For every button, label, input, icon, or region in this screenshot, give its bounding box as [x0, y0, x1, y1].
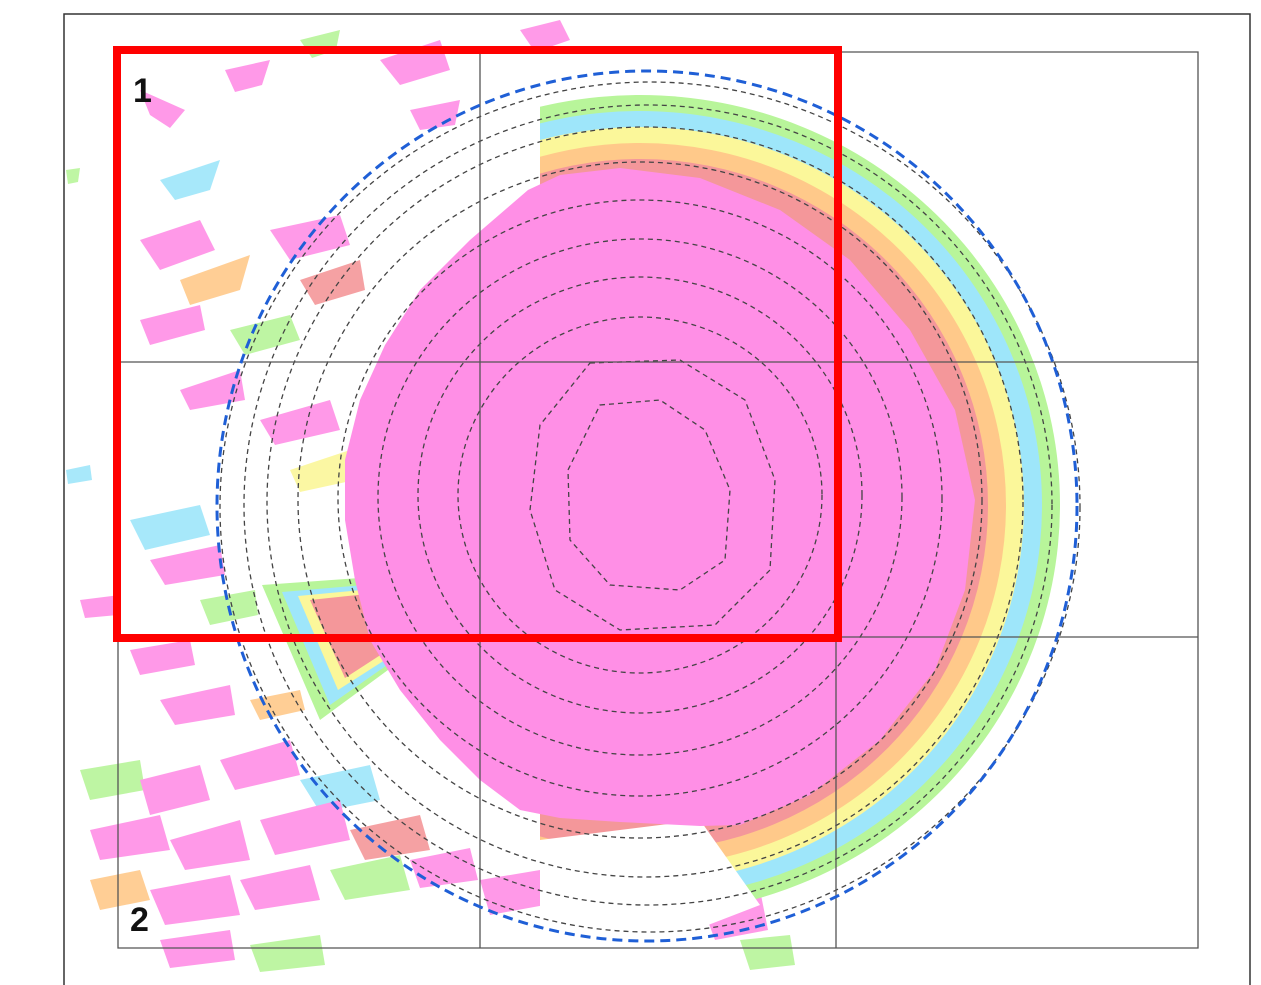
contour-ring-10: [219, 81, 1081, 933]
outer-range-ring: [215, 69, 1079, 943]
zone-label-1: 1: [133, 72, 152, 110]
contour-ring-7: [297, 161, 983, 839]
map-frame-border: [63, 13, 1251, 985]
contour-rings: [219, 81, 1081, 933]
coverage-core: [345, 168, 975, 826]
contour-ring-3: [457, 316, 823, 674]
contour-ring-6: [337, 199, 943, 797]
contour-ring-8: [266, 126, 1024, 878]
contour-ring-4: [417, 276, 863, 714]
contour-ring-5: [377, 238, 903, 756]
zone-label-2: 2: [130, 901, 149, 939]
contour-ring-1: [567, 399, 731, 591]
contour-ring-2: [529, 359, 776, 631]
highlight-box-1[interactable]: [113, 46, 842, 642]
contour-ring-9: [243, 104, 1053, 906]
